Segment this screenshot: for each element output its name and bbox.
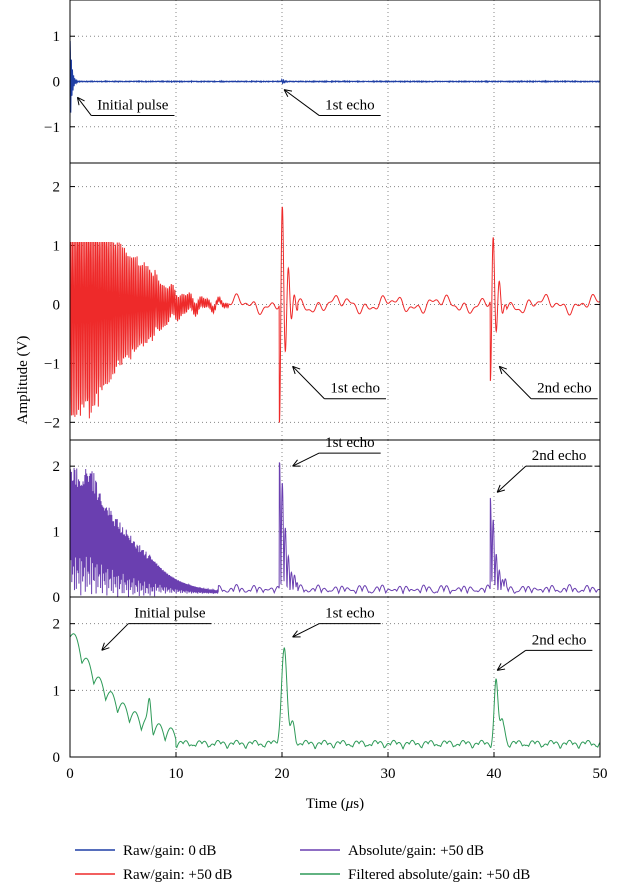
annotation-arrowhead bbox=[283, 89, 289, 97]
annotation-arrowhead bbox=[101, 647, 110, 651]
annotation: 1st echo bbox=[292, 606, 381, 638]
annotation-arrowhead bbox=[101, 642, 105, 651]
panel-3: 2 1 0 1st echo 2nd echo bbox=[53, 435, 601, 606]
y-tick-label: 1 bbox=[53, 239, 61, 255]
legend: Raw/gain: 0 dB Absolute/gain: +50 dB Raw/g… bbox=[75, 843, 530, 883]
legend-label: Raw/gain: 0 dB bbox=[123, 843, 216, 859]
annotation-arrowhead bbox=[292, 366, 296, 375]
y-tick-label: 2 bbox=[53, 617, 61, 633]
annotation: 1st echo bbox=[283, 89, 381, 116]
y-tick-label: −2 bbox=[44, 415, 60, 431]
annotation-arrowhead bbox=[292, 630, 298, 638]
annotation-arrow bbox=[496, 465, 527, 493]
axes-frame bbox=[69, 0, 601, 758]
annotation-label: 1st echo bbox=[325, 97, 375, 113]
y-tick-label: 2 bbox=[53, 459, 61, 475]
y-tick-label: 0 bbox=[53, 297, 61, 313]
annotation-arrow bbox=[292, 623, 320, 638]
annotation-label: 1st echo bbox=[325, 435, 375, 451]
annotation-arrow bbox=[496, 649, 527, 671]
annotation-arrowhead bbox=[496, 484, 501, 493]
annotation-arrow bbox=[498, 365, 532, 400]
annotation-label: 2nd echo bbox=[532, 448, 587, 464]
panel-4: 2 1 0 Initial pulse 1st echo 2nd echo bbox=[53, 596, 601, 766]
legend-label: Filtered absolute/gain: +50 dB bbox=[348, 867, 530, 883]
legend-item: Raw/gain: +50 dB bbox=[75, 867, 232, 883]
annotation: 2nd echo bbox=[498, 365, 598, 400]
y-tick-label: 2 bbox=[53, 180, 61, 196]
annotation: Initial pulse bbox=[76, 96, 175, 116]
annotation-label: Initial pulse bbox=[134, 606, 206, 622]
x-tick-label: 10 bbox=[169, 766, 184, 782]
legend-item: Filtered absolute/gain: +50 dB bbox=[300, 867, 530, 883]
annotation: Initial pulse bbox=[101, 606, 212, 651]
x-tick-label: 0 bbox=[66, 766, 74, 782]
y-tick-label: 1 bbox=[53, 525, 61, 541]
annotation: 1st echo bbox=[292, 435, 381, 467]
annotation-arrowhead bbox=[76, 97, 80, 106]
annotation-label: 1st echo bbox=[330, 381, 380, 397]
annotation-arrowhead bbox=[77, 96, 85, 102]
annotation-arrow bbox=[101, 623, 129, 651]
annotation-arrowhead bbox=[497, 489, 505, 493]
panel-1: 1 0 −1 Initial pulse 1st echo bbox=[44, 0, 601, 163]
legend-label: Absolute/gain: +50 dB bbox=[348, 843, 484, 859]
annotation-arrow bbox=[292, 365, 325, 400]
annotation-label: Initial pulse bbox=[97, 97, 169, 113]
annotation: 2nd echo bbox=[496, 632, 593, 671]
x-axis-label: Time (μs) bbox=[306, 796, 364, 812]
annotation-arrowhead bbox=[292, 459, 298, 467]
annotation-arrowhead bbox=[284, 89, 293, 92]
annotation: 2nd echo bbox=[496, 448, 593, 493]
series-line bbox=[69, 206, 601, 423]
annotation: 1st echo bbox=[292, 365, 386, 400]
x-tick-label: 30 bbox=[381, 766, 396, 782]
x-tick-label: 20 bbox=[275, 766, 290, 782]
y-axis-label: Amplitude (V) bbox=[15, 336, 31, 425]
annotation-arrow bbox=[77, 97, 92, 116]
series-line bbox=[69, 462, 601, 598]
legend-item: Absolute/gain: +50 dB bbox=[300, 843, 484, 859]
annotation-arrowhead bbox=[292, 365, 301, 370]
x-tick-label: 50 bbox=[593, 766, 608, 782]
y-tick-label: 0 bbox=[53, 590, 61, 606]
y-tick-label: 1 bbox=[53, 683, 61, 699]
annotation-arrow bbox=[292, 452, 320, 467]
series-line bbox=[69, 633, 601, 750]
y-tick-label: 0 bbox=[53, 75, 61, 91]
annotation-label: 2nd echo bbox=[537, 381, 592, 397]
y-tick-label: −1 bbox=[44, 120, 60, 136]
annotation-arrowhead bbox=[496, 663, 502, 671]
series-line bbox=[69, 41, 601, 113]
x-tick-label: 40 bbox=[487, 766, 502, 782]
legend-item: Raw/gain: 0 dB bbox=[75, 843, 216, 859]
legend-label: Raw/gain: +50 dB bbox=[123, 867, 232, 883]
panel-2: 2 1 0 −1 −2 1st echo 2nd echo bbox=[44, 162, 601, 440]
y-tick-label: −1 bbox=[44, 356, 60, 372]
y-tick-label: 0 bbox=[53, 750, 61, 766]
annotation-arrowhead bbox=[497, 668, 506, 671]
annotation-arrowhead bbox=[498, 366, 503, 375]
annotation-label: 2nd echo bbox=[532, 632, 587, 648]
y-tick-label: 1 bbox=[53, 29, 61, 45]
annotation-arrowhead bbox=[499, 365, 507, 370]
annotation-arrow bbox=[283, 89, 320, 116]
annotation-label: 1st echo bbox=[325, 606, 375, 622]
